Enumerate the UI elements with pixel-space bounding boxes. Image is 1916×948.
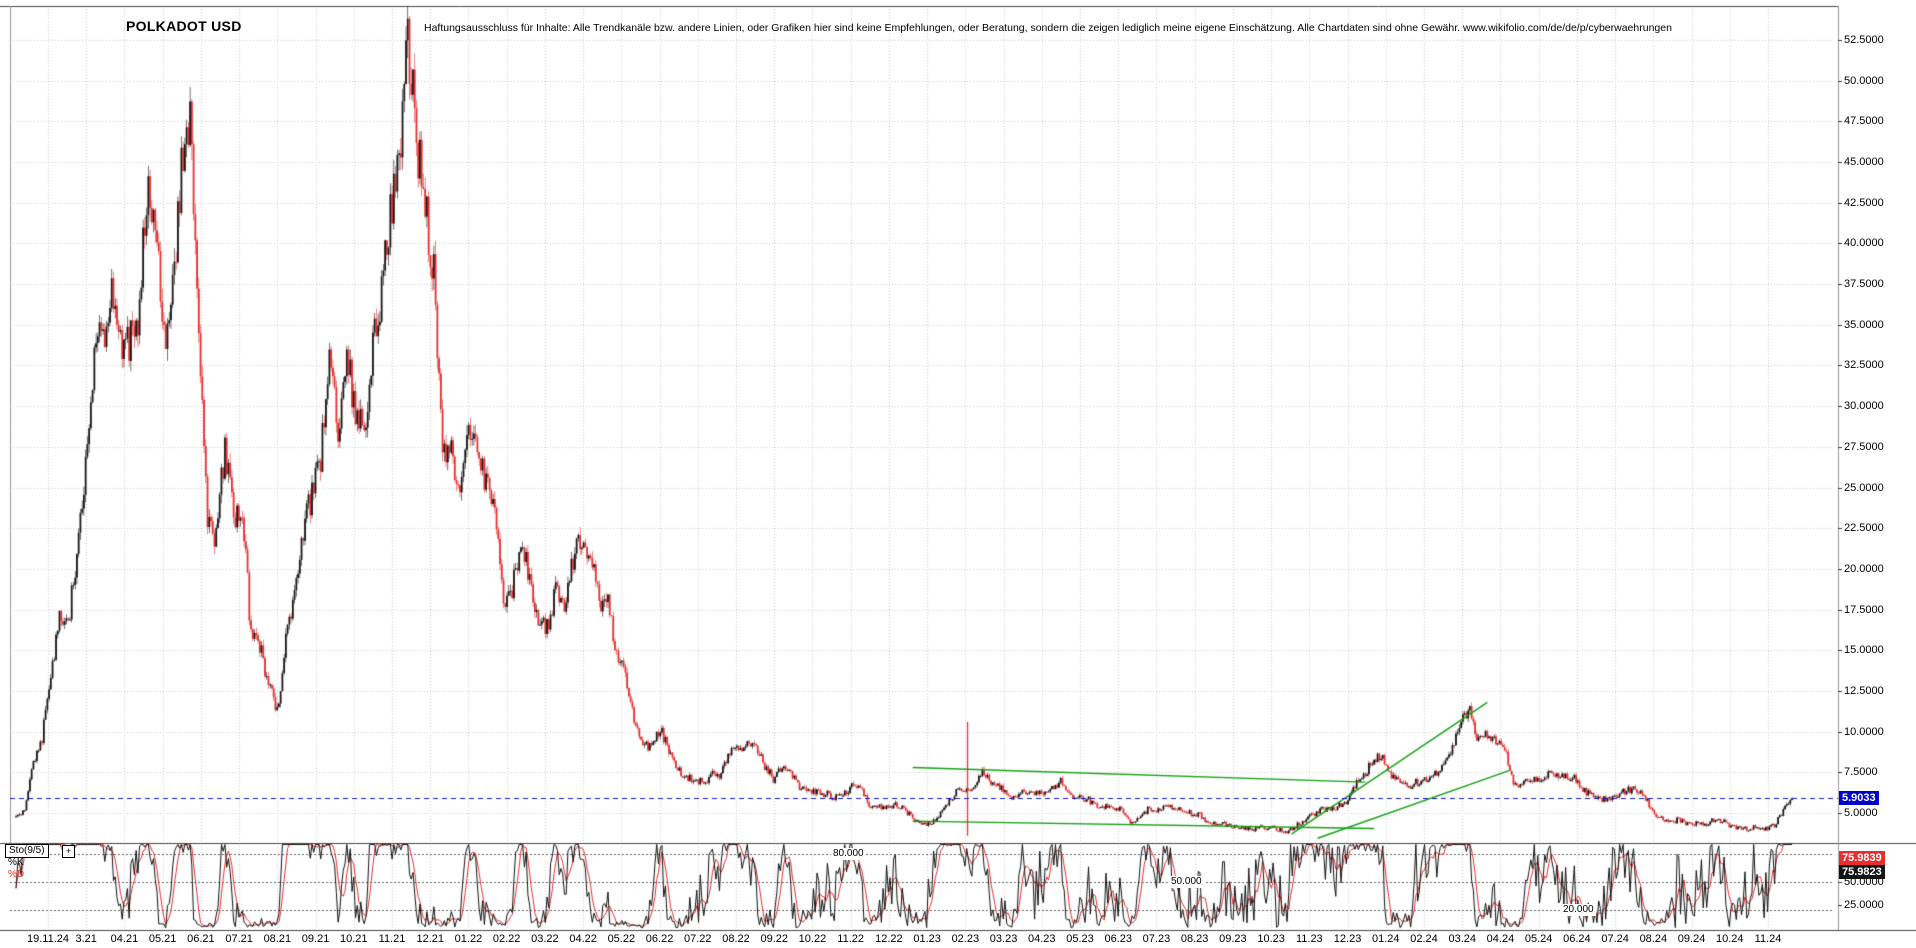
- price-tick-label: 45.0000: [1844, 156, 1884, 168]
- time-tick-label: 06.24: [1563, 933, 1591, 945]
- time-tick-label: 08.23: [1180, 933, 1209, 945]
- stoch-axis-label: 25.0000: [1844, 899, 1884, 911]
- time-tick-label: 03.22: [531, 933, 559, 945]
- stoch-k-value-badge: 75.9823: [1839, 865, 1885, 879]
- price-tick-label: 15.0000: [1844, 644, 1884, 656]
- time-tick-label: 11.22: [837, 933, 865, 945]
- time-tick-label: 09.23: [1219, 933, 1247, 945]
- time-tick-label: 11.23: [1295, 933, 1323, 945]
- time-tick-label: 11.21: [378, 933, 406, 945]
- time-tick-label: 01.23: [913, 933, 941, 945]
- indicator-legend[interactable]: Sto(9/5): [5, 844, 49, 858]
- time-tick-label: 10.24: [1716, 933, 1744, 945]
- price-tick-label: 50.0000: [1844, 75, 1884, 87]
- time-tick-label: 12.23: [1333, 933, 1362, 945]
- price-tick-label: 17.5000: [1844, 604, 1884, 616]
- time-tick-label: 05.23: [1066, 933, 1094, 945]
- percent-k-label: %K: [8, 857, 24, 868]
- time-tick-label: 01.22: [454, 933, 483, 945]
- price-tick-label: 7.5000: [1844, 766, 1878, 778]
- time-tick-label: 02.22: [492, 933, 521, 945]
- price-tick-label: 5.0000: [1844, 807, 1878, 819]
- time-tick-label: 05.21: [148, 933, 177, 945]
- time-tick-label: 03.24: [1448, 933, 1476, 945]
- time-tick-label: 06.23: [1104, 933, 1132, 945]
- time-tick-label: 04.21: [110, 933, 139, 945]
- time-tick-label: 08.24: [1639, 933, 1668, 945]
- time-tick-label: 19.11.24: [26, 933, 70, 945]
- price-tick-label: 40.0000: [1844, 237, 1884, 249]
- stoch-level-label: 20.000: [1561, 904, 1596, 916]
- time-tick-label: 11.24: [1754, 933, 1782, 945]
- time-tick-label: 07.22: [684, 933, 712, 945]
- time-tick-label: 08.22: [722, 933, 750, 945]
- time-tick-label: 07.23: [1142, 933, 1171, 945]
- time-tick-label: 12.21: [416, 933, 444, 945]
- time-tick-label: 3.21: [75, 933, 97, 945]
- time-tick-label: 10.23: [1257, 933, 1285, 945]
- price-tick-label: 37.5000: [1844, 278, 1884, 290]
- time-tick-label: 02.24: [1410, 933, 1438, 945]
- add-indicator-icon[interactable]: +: [62, 845, 75, 858]
- time-tick-label: 09.22: [760, 933, 788, 945]
- stoch-level-label: 50.000: [1169, 876, 1204, 888]
- time-tick-label: 04.23: [1028, 933, 1056, 945]
- price-tick-label: 32.5000: [1844, 359, 1884, 371]
- stoch-d-value-badge: 75.9839: [1839, 851, 1885, 865]
- time-tick-label: 07.24: [1601, 933, 1629, 945]
- time-tick-label: 05.24: [1524, 933, 1553, 945]
- price-tick-label: 25.0000: [1844, 482, 1884, 494]
- time-tick-label: 05.22: [607, 933, 636, 945]
- price-tick-label: 22.5000: [1844, 522, 1884, 534]
- time-tick-label: 04.22: [569, 933, 597, 945]
- price-tick-label: 27.5000: [1844, 441, 1884, 453]
- price-tick-label: 35.0000: [1844, 319, 1884, 331]
- time-tick-label: 12.22: [875, 933, 903, 945]
- time-tick-label: 06.21: [187, 933, 215, 945]
- price-tick-label: 10.0000: [1844, 726, 1884, 738]
- time-tick-label: 10.22: [798, 933, 827, 945]
- time-tick-label: 06.22: [645, 933, 674, 945]
- stoch-axis-label: 50.0000: [1844, 876, 1884, 888]
- time-tick-label: 04.24: [1486, 933, 1515, 945]
- price-tick-label: 30.0000: [1844, 400, 1884, 412]
- price-tick-label: 42.5000: [1844, 197, 1884, 209]
- current-price-badge: 5.9033: [1839, 791, 1879, 805]
- time-tick-label: 09.21: [301, 933, 330, 945]
- time-tick-label: 10.21: [340, 933, 368, 945]
- price-tick-label: 52.5000: [1844, 34, 1884, 46]
- time-tick-label: 09.24: [1677, 933, 1706, 945]
- percent-d-label: %D: [8, 869, 25, 880]
- time-tick-label: 03.23: [989, 933, 1018, 945]
- time-tick-label: 01.24: [1372, 933, 1400, 945]
- stoch-level-label: 80.000: [831, 848, 866, 860]
- time-tick-label: 02.23: [951, 933, 980, 945]
- price-tick-label: 12.5000: [1844, 685, 1884, 697]
- price-tick-label: 47.5000: [1844, 115, 1884, 127]
- time-tick-label: 08.21: [263, 933, 292, 945]
- time-tick-label: 07.21: [225, 933, 253, 945]
- disclaimer-text: Haftungsausschluss für Inhalte: Alle Tre…: [424, 22, 1672, 34]
- chart-title: POLKADOT USD: [126, 18, 242, 34]
- price-tick-label: 20.0000: [1844, 563, 1884, 575]
